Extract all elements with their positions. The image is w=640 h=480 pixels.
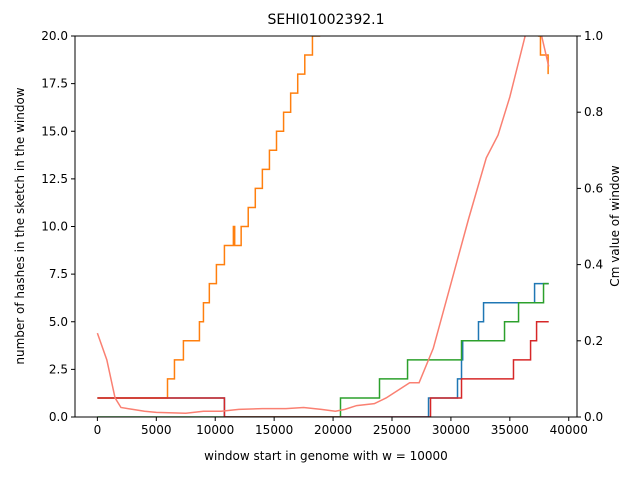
y2-tick-label: 0.6 (584, 181, 603, 195)
y-axis-label: number of hashes in the sketch in the wi… (13, 87, 27, 364)
y2-tick-label: 0.0 (584, 410, 603, 424)
x-axis-label: window start in genome with w = 10000 (204, 449, 448, 463)
y2-axis-label: Cm value of window (608, 165, 622, 287)
x-tick-label: 15000 (255, 423, 293, 437)
plot-area (96, 36, 550, 417)
y2-tick-label: 1.0 (584, 29, 603, 43)
y-tick-label: 12.5 (41, 172, 68, 186)
y-tick-label: 10.0 (41, 220, 68, 234)
x-tick-label: 40000 (550, 423, 588, 437)
y-tick-label: 2.5 (49, 362, 68, 376)
y-tick-label: 17.5 (41, 77, 68, 91)
x-tick-label: 0 (94, 423, 102, 437)
y-tick-label: 15.0 (41, 124, 68, 138)
y-tick-label: 7.5 (49, 267, 68, 281)
x-tick-label: 10000 (196, 423, 234, 437)
y-tick-label: 0.0 (49, 410, 68, 424)
series-line (97, 282, 549, 417)
x-tick-label: 30000 (432, 423, 470, 437)
x-tick-label: 20000 (314, 423, 352, 437)
y-tick-label: 20.0 (41, 29, 68, 43)
series-line (96, 36, 550, 414)
y2-tick-label: 0.8 (584, 105, 603, 119)
x-tick-label: 35000 (491, 423, 529, 437)
chart-title: SEHI01002392.1 (267, 12, 384, 28)
y2-tick-label: 0.4 (584, 258, 603, 272)
x-tick-label: 25000 (373, 423, 411, 437)
series-line (97, 321, 549, 417)
series-line (97, 36, 549, 399)
x-tick-label: 5000 (141, 423, 172, 437)
y2-tick-label: 0.2 (584, 334, 603, 348)
y-tick-label: 5.0 (49, 315, 68, 329)
